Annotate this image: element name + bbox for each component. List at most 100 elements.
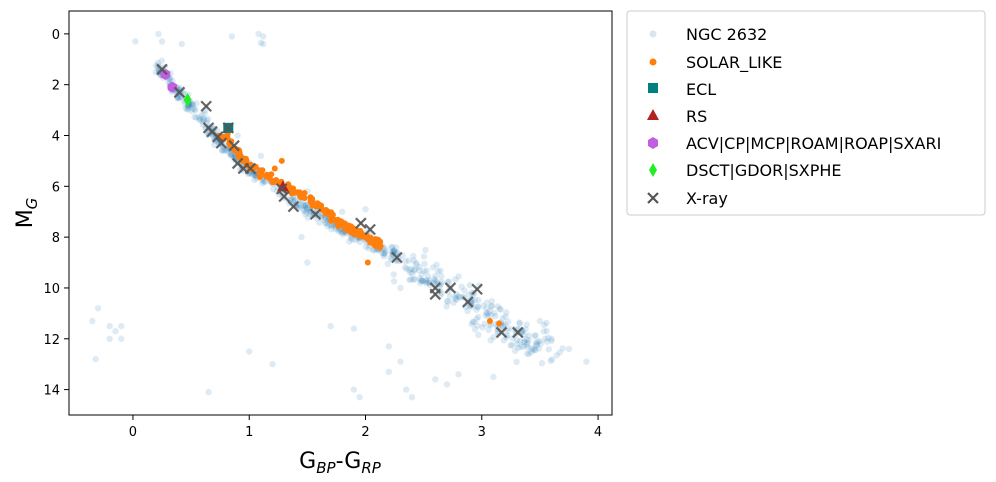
ngc2632-point	[385, 368, 392, 375]
ngc2632-point	[227, 151, 234, 158]
ngc2632-point	[392, 244, 400, 251]
ngc2632-point	[346, 238, 353, 245]
ngc2632-point	[443, 297, 451, 305]
xray-point-stroke	[228, 139, 240, 152]
ngc2632-point	[211, 141, 218, 148]
ngc2632-point	[471, 326, 479, 333]
ngc2632-point	[432, 376, 439, 383]
ngc2632-point	[196, 114, 203, 121]
ngc2632-point	[328, 226, 335, 233]
ngc2632-point	[188, 107, 195, 115]
ngc2632-point	[381, 249, 388, 257]
xray-point	[228, 139, 240, 152]
ngc2632-point	[474, 322, 481, 329]
ngc2632-point	[437, 267, 444, 275]
ngc2632-point	[553, 352, 560, 359]
ngc2632-point	[246, 348, 253, 355]
legend-marker-rs	[647, 109, 659, 120]
solar-like-point	[345, 227, 352, 234]
xray-point-stroke	[364, 223, 376, 236]
ngc2632-point	[261, 179, 268, 186]
ngc2632-point	[385, 343, 392, 350]
ngc2632-point	[520, 338, 527, 346]
ngc2632-point	[397, 284, 404, 292]
ngc2632-point	[488, 303, 495, 310]
ngc2632-point	[491, 309, 498, 317]
legend-marker-acv	[648, 137, 658, 149]
ngc2632-point	[259, 180, 266, 187]
ngc2632-point	[196, 116, 203, 124]
solar-like-point	[496, 320, 503, 327]
ngc2632-point	[335, 228, 342, 235]
ngc2632-point	[316, 219, 323, 226]
ngc2632-point	[155, 30, 162, 38]
ngc2632-point	[362, 206, 369, 213]
ngc2632-point	[410, 276, 417, 283]
ngc2632-point	[204, 116, 212, 123]
ngc2632-point	[537, 340, 544, 347]
ngc2632-point	[508, 341, 516, 349]
ngc2632-point	[452, 295, 459, 302]
xray-point	[200, 100, 212, 113]
ngc2632-point	[422, 246, 429, 254]
ngc2632-point	[503, 309, 510, 316]
solar-like-point	[296, 189, 303, 196]
xray-point-stroke	[391, 251, 403, 264]
ngc2632-point	[455, 371, 462, 378]
ngc2632-point	[479, 324, 486, 331]
ngc2632-point	[485, 326, 492, 334]
y-tick-label: 12	[43, 333, 60, 348]
xray-point-stroke	[287, 200, 300, 213]
ngc2632-point	[524, 344, 531, 351]
ngc2632-point	[419, 277, 427, 285]
ngc2632-point	[234, 132, 241, 139]
ngc2632-point	[106, 322, 113, 330]
xray-point	[495, 326, 508, 339]
ngc2632-point	[356, 394, 363, 401]
ngc2632-point	[132, 38, 139, 45]
ngc2632-point	[218, 147, 226, 154]
ngc2632-point	[468, 320, 475, 328]
solar-like-point	[324, 208, 331, 215]
ngc2632-point	[178, 40, 185, 48]
x-tick-label: 3	[478, 425, 486, 440]
ngc2632-point	[541, 335, 549, 342]
ngc2632-point	[513, 358, 520, 366]
legend-marker-ecl	[648, 83, 658, 93]
solar-like-point	[364, 259, 371, 266]
ngc2632-point	[322, 219, 329, 227]
ngc2632-point	[229, 151, 237, 159]
ngc2632-point	[182, 105, 189, 112]
ngc2632-point	[403, 386, 410, 393]
ngc2632-point	[405, 257, 412, 264]
ngc2632-point	[418, 271, 426, 278]
y-tick-label: 14	[43, 384, 60, 399]
ngc2632-point	[260, 40, 267, 48]
ngc2632-point	[483, 309, 490, 316]
solar-like-point	[273, 179, 280, 186]
ngc2632-point	[473, 315, 480, 322]
ngc2632-point	[189, 100, 196, 108]
y-axis-label-main: M	[13, 209, 38, 228]
ngc2632-point	[402, 258, 409, 265]
ngc2632-point	[350, 386, 358, 393]
ngc2632-point	[424, 273, 432, 280]
ngc2632-point	[466, 281, 473, 289]
solar-like-point	[301, 190, 308, 196]
ngc2632-point	[523, 341, 530, 348]
ngc2632-point	[583, 358, 590, 365]
ngc2632-point	[89, 317, 96, 325]
legend-marker-xray	[647, 192, 659, 204]
ngc2632-point	[260, 177, 267, 185]
ngc2632-point	[473, 306, 480, 313]
ngc2632-point	[444, 298, 452, 305]
ngc2632-point	[219, 147, 226, 154]
xray-point	[471, 283, 483, 296]
ngc2632-point	[416, 267, 423, 274]
ngc2632-point	[429, 264, 437, 271]
solar-like-point	[339, 222, 346, 229]
ngc2632-point	[302, 211, 309, 218]
ngc2632-point	[421, 268, 428, 275]
ngc2632-point	[356, 238, 364, 246]
solar-like-point	[271, 165, 278, 172]
